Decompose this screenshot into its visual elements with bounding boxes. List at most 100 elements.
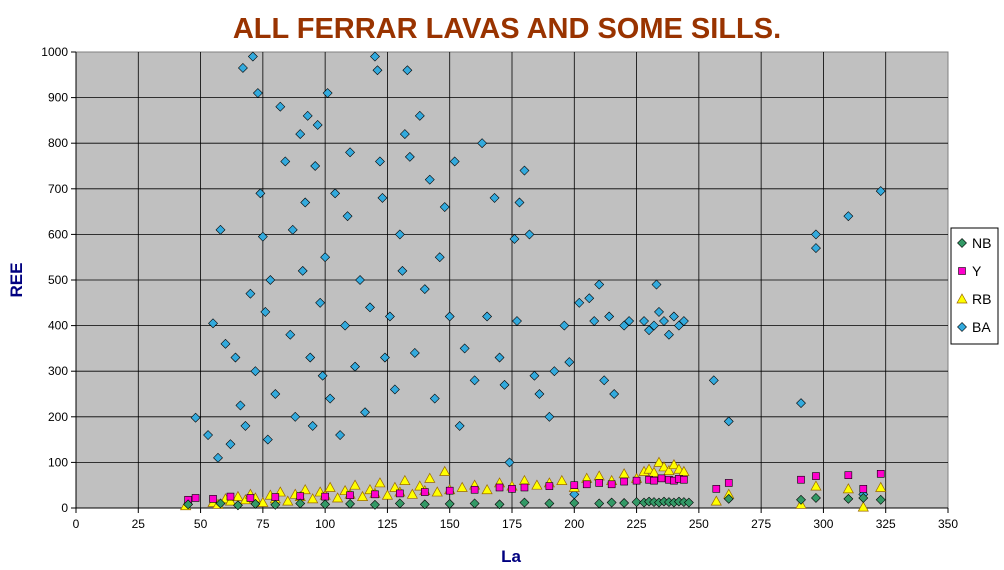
data-point-rb: [307, 493, 319, 504]
data-point-ba: [404, 151, 415, 162]
data-point-nb: [250, 498, 261, 509]
data-point-rb: [663, 464, 675, 475]
data-point-ba: [265, 275, 276, 285]
legend-marker-y: [958, 267, 966, 275]
data-point-ba: [315, 297, 326, 308]
data-point-y: [191, 494, 200, 502]
data-point-ba: [394, 229, 405, 240]
data-point-nb: [631, 497, 642, 507]
data-point-y: [246, 494, 255, 502]
data-point-ba: [260, 306, 271, 317]
data-point-rb: [842, 483, 854, 494]
data-point-ba: [659, 316, 669, 326]
data-point-ba: [584, 293, 595, 304]
data-point-ba: [399, 129, 410, 140]
y-tick-label: 600: [48, 227, 68, 241]
data-point-nb: [494, 499, 505, 510]
y-tick-label: 0: [61, 501, 68, 515]
data-point-ba: [664, 329, 674, 340]
data-point-ba: [549, 366, 560, 377]
data-point-ba: [215, 224, 226, 235]
legend-label-rb: RB: [972, 291, 991, 307]
data-point-nb: [619, 498, 630, 508]
data-point-ba: [494, 352, 505, 363]
data-point-ba: [302, 110, 313, 121]
data-point-y: [470, 485, 479, 494]
data-points: [180, 51, 887, 512]
data-point-ba: [290, 411, 301, 422]
data-point-ba: [649, 320, 659, 331]
data-point-nb: [569, 498, 580, 508]
data-point-y: [495, 483, 504, 492]
data-point-ba: [297, 265, 308, 276]
data-point-nb: [796, 494, 806, 505]
data-point-ba: [459, 343, 470, 354]
data-point-ba: [203, 430, 213, 440]
data-point-rb: [431, 486, 443, 497]
data-point-nb: [858, 493, 869, 503]
data-point-ba: [429, 393, 440, 404]
data-point-y: [420, 488, 429, 496]
data-point-ba: [350, 361, 360, 372]
plot-area: [75, 51, 949, 509]
x-tick-label: 200: [564, 517, 584, 531]
x-tick-label: 100: [315, 517, 335, 531]
data-point-rb: [481, 484, 493, 495]
data-point-ba: [384, 311, 395, 322]
data-point-y: [876, 469, 885, 478]
data-point-y: [545, 482, 554, 490]
data-point-nb: [419, 499, 430, 510]
data-point-ba: [482, 311, 493, 322]
data-point-ba: [245, 288, 256, 299]
legend-label-nb: NB: [972, 235, 991, 251]
data-point-y: [570, 481, 579, 490]
data-point-ba: [414, 110, 425, 121]
data-point-nb: [683, 497, 694, 508]
data-point-ba: [544, 411, 555, 422]
data-point-rb: [381, 489, 394, 500]
data-point-ba: [365, 302, 375, 313]
data-point-ba: [811, 243, 821, 254]
data-point-ba: [454, 420, 465, 431]
data-point-rb: [556, 474, 568, 485]
data-point-rb: [456, 481, 468, 492]
data-point-ba: [604, 311, 615, 322]
data-point-rb: [875, 481, 887, 492]
data-point-ba: [439, 202, 450, 212]
data-point-ba: [377, 192, 388, 203]
data-point-rb: [414, 480, 426, 491]
y-tick-label: 500: [48, 273, 68, 287]
x-tick-label: 75: [256, 517, 270, 531]
data-point-ba: [372, 65, 383, 76]
data-point-rb: [332, 492, 344, 503]
data-point-y: [607, 480, 616, 489]
data-point-ba: [247, 51, 258, 62]
y-tick-label: 900: [48, 91, 68, 105]
data-point-ba: [574, 297, 585, 308]
data-point-nb: [519, 497, 530, 508]
data-point-ba: [287, 224, 298, 235]
data-point-y: [680, 475, 688, 484]
data-point-ba: [723, 416, 734, 427]
series-y: [184, 469, 885, 504]
data-point-ba: [504, 457, 515, 468]
data-point-rb: [678, 465, 690, 476]
data-point-ba: [564, 357, 575, 368]
data-point-ba: [674, 320, 684, 331]
data-point-y: [209, 495, 217, 503]
data-point-ba: [654, 306, 664, 317]
data-point-rb: [648, 466, 660, 477]
data-point-ba: [651, 279, 662, 290]
data-point-rb: [374, 477, 386, 488]
data-point-y: [226, 492, 235, 501]
legend-box: [950, 227, 999, 345]
x-tick-label: 275: [751, 517, 771, 531]
data-point-ba: [375, 156, 385, 167]
data-point-ba: [409, 348, 420, 358]
data-point-ba: [310, 161, 321, 171]
data-point-ba: [708, 375, 719, 386]
data-point-y: [271, 493, 280, 501]
data-point-y: [346, 491, 354, 500]
data-point-ba: [305, 352, 316, 363]
